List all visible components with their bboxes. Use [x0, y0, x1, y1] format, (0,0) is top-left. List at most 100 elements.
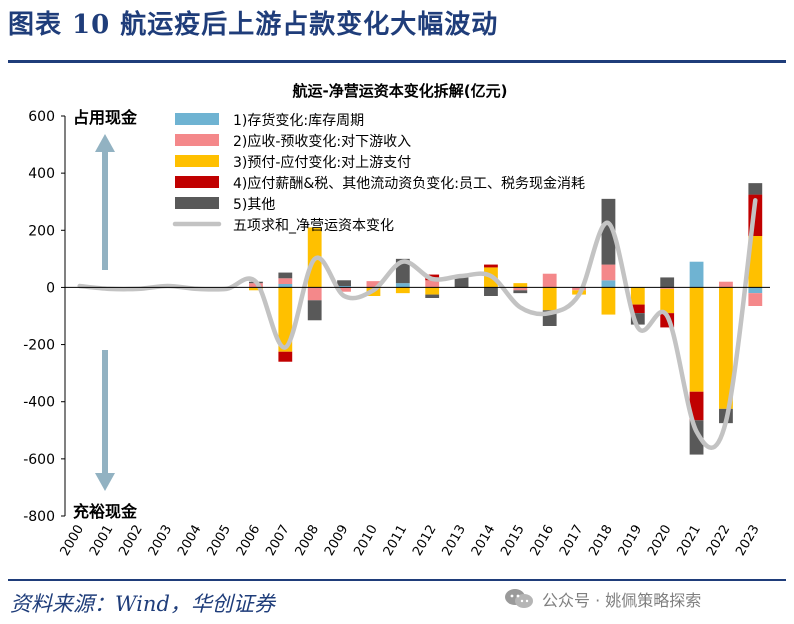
chart-sum-line — [77, 198, 758, 450]
bar-segment — [425, 294, 440, 298]
bar-segment — [660, 277, 675, 288]
y-tick-label: -800 — [23, 509, 55, 525]
x-tick-label: 2003 — [146, 523, 176, 559]
source-note: 资料来源：Wind，华创证券 — [10, 592, 275, 616]
bar-segment — [513, 287, 528, 291]
bar-segment — [337, 280, 351, 286]
x-tick-label: 2018 — [586, 523, 616, 559]
legend-label: 3)预付-应付变化:对上游支付 — [233, 154, 411, 171]
bar-segment — [689, 261, 704, 288]
legend-label: 4)应付薪酬&税、其他流动资负变化:员工、税务现金消耗 — [233, 175, 585, 192]
x-tick-label: 2020 — [645, 523, 675, 559]
bar-segment — [249, 287, 263, 291]
y-tick-label: 600 — [28, 109, 55, 125]
bar-segment — [366, 281, 381, 288]
x-tick-label: 2012 — [410, 523, 440, 559]
x-tick-label: 2006 — [234, 523, 264, 559]
x-tick-label: 2015 — [498, 523, 528, 559]
bar-segment — [601, 198, 616, 265]
x-tick-label: 2011 — [381, 523, 411, 559]
y-tick-label: 400 — [28, 166, 55, 182]
x-tick-label: 2013 — [439, 523, 469, 559]
x-tick-label: 2010 — [351, 523, 381, 559]
x-tick-label: 2007 — [263, 523, 293, 559]
bar-segment — [542, 273, 557, 288]
bar-segment — [748, 287, 763, 294]
bar-segment — [513, 290, 528, 294]
x-tick-label: 2017 — [557, 523, 587, 559]
bar-segment — [307, 300, 322, 321]
bar-segment — [542, 287, 557, 311]
bar-segment — [484, 287, 498, 296]
sum-line — [77, 198, 758, 450]
x-tick-label: 2005 — [204, 523, 234, 559]
x-tick-label: 2016 — [528, 523, 558, 559]
legend-label: 2)应收-预收变化:对下游收入 — [233, 133, 411, 150]
up-arrow-shaft — [102, 150, 108, 270]
y-tick-label: 0 — [46, 280, 55, 296]
stacked-bar-chart: 航运-净营运资本变化拆解(亿元) -800 -600 -400 -200 0 200 400… — [23, 82, 770, 559]
x-tick-label: 2001 — [87, 523, 117, 559]
bar-segment — [395, 287, 410, 294]
bar-segment — [601, 287, 616, 315]
bar-segment — [454, 277, 469, 288]
bar-segment — [719, 287, 733, 409]
watermark: 公众号 · 姚佩策略探索 — [504, 584, 701, 614]
bar-segment — [748, 293, 763, 306]
bar-segment — [601, 280, 616, 288]
bar-segment — [278, 287, 293, 352]
bar-segment — [307, 287, 322, 301]
legend-label: 1)存货变化:库存周期 — [233, 112, 364, 129]
figure-title: 图表 10 航运疫后上游占款变化大幅波动 — [8, 10, 499, 40]
x-tick-label: 2002 — [116, 523, 146, 559]
bar-segment — [630, 304, 645, 314]
y-tick-label: 200 — [28, 223, 55, 239]
down-arrow-shaft — [102, 350, 108, 475]
x-tick-label: 2004 — [175, 523, 205, 559]
legend-swatch — [175, 176, 219, 188]
legend-swatch — [175, 113, 219, 125]
bar-segment — [513, 283, 528, 288]
bar-segment — [719, 281, 733, 288]
watermark-text: 公众号 · 姚佩策略探索 — [542, 591, 702, 610]
bar-segment — [425, 287, 440, 295]
down-arrow-head — [95, 473, 115, 491]
bar-segment — [484, 264, 498, 268]
bar-segment — [660, 287, 675, 289]
x-tick-label: 2023 — [733, 523, 763, 559]
bar-segment — [278, 278, 293, 284]
bar-segment — [278, 284, 293, 288]
footer-rule — [8, 579, 786, 581]
bar-segment — [395, 283, 410, 288]
y-tick-label: -600 — [23, 452, 55, 468]
y-tick-label: -200 — [23, 338, 55, 354]
bar-segment — [601, 264, 616, 281]
bar-segment — [748, 183, 763, 195]
annotation-cash-abundant: 充裕现金 — [73, 502, 138, 521]
bar-segment — [630, 313, 645, 325]
bar-segment — [660, 288, 675, 314]
up-arrow-head — [95, 134, 115, 152]
bar-segment — [337, 286, 351, 288]
bar-segment — [630, 287, 645, 305]
chart-bars — [190, 183, 763, 455]
title-rule — [8, 60, 786, 63]
x-tick-label: 2008 — [293, 523, 323, 559]
x-tick-label: 2019 — [616, 523, 646, 559]
bar-segment — [689, 391, 704, 421]
x-tick-label: 2014 — [469, 523, 499, 559]
x-tick-label: 2000 — [58, 523, 88, 559]
chart-title: 航运-净营运资本变化拆解(亿元) — [293, 82, 508, 100]
legend-swatch — [175, 155, 219, 167]
wechat-icon — [505, 589, 533, 608]
y-tick-label: -400 — [23, 395, 55, 411]
bar-segment — [278, 272, 293, 279]
annotation-cash-occupied: 占用现金 — [73, 108, 138, 127]
bar-segment — [278, 351, 293, 362]
bar-segment — [425, 280, 440, 288]
legend-swatch — [175, 197, 219, 209]
legend-label: 5)其他 — [233, 197, 275, 213]
bar-segment — [689, 287, 704, 392]
chart-legend: 1)存货变化:库存周期 2)应收-预收变化:对下游收入 3)预付-应付变化:对上游支… — [172, 112, 585, 234]
x-tick-label: 2009 — [322, 523, 352, 559]
